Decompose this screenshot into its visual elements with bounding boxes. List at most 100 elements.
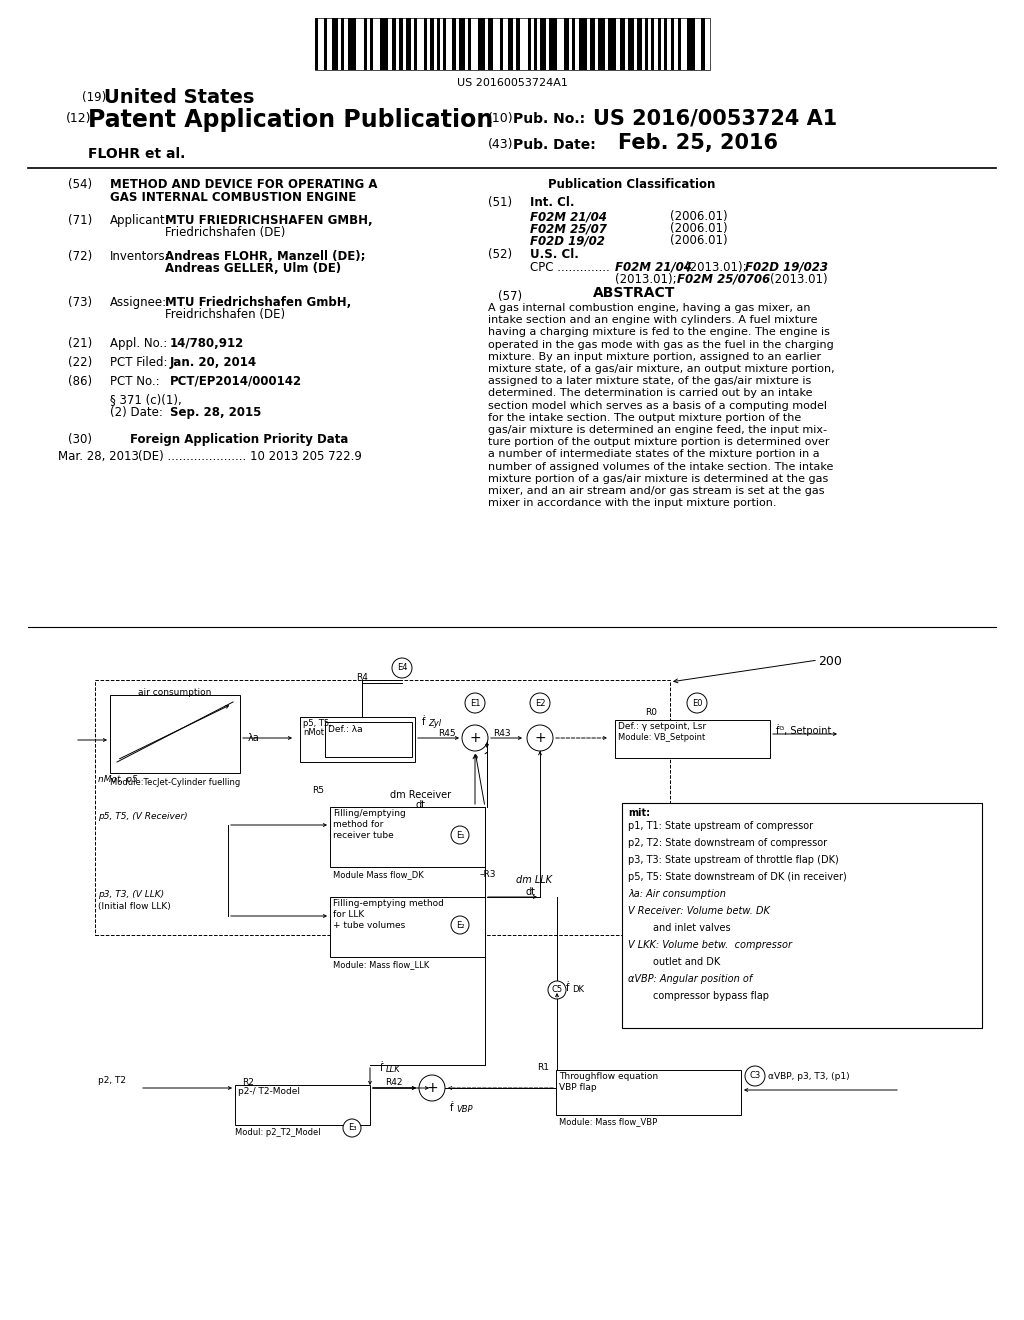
Circle shape: [687, 693, 707, 713]
Text: ḟᴳ, Setpoint: ḟᴳ, Setpoint: [776, 723, 831, 737]
Text: (43): (43): [488, 139, 513, 150]
Text: (54): (54): [68, 178, 92, 191]
Text: E₁: E₁: [456, 830, 464, 840]
Circle shape: [343, 1119, 361, 1137]
Bar: [457, 18, 460, 70]
Text: and inlet valves: and inlet valves: [628, 923, 731, 933]
Text: F02M 21/04: F02M 21/04: [530, 210, 607, 223]
Bar: [460, 18, 465, 70]
Bar: [546, 18, 549, 70]
Text: (2) Date:: (2) Date:: [110, 407, 163, 418]
Bar: [540, 18, 546, 70]
Text: mit:: mit:: [628, 808, 650, 818]
Text: λa: λa: [248, 733, 260, 743]
Circle shape: [465, 693, 485, 713]
Text: Throughflow equation: Throughflow equation: [559, 1072, 658, 1081]
Text: determined. The determination is carried out by an intake: determined. The determination is carried…: [488, 388, 812, 399]
Bar: [348, 18, 356, 70]
Bar: [356, 18, 364, 70]
Text: E₂: E₂: [456, 920, 464, 929]
Bar: [574, 18, 580, 70]
Bar: [370, 18, 373, 70]
Bar: [501, 18, 504, 70]
Text: (72): (72): [68, 249, 92, 263]
Text: receiver tube: receiver tube: [333, 832, 394, 840]
Text: operated in the gas mode with gas as the fuel in the charging: operated in the gas mode with gas as the…: [488, 339, 834, 350]
Bar: [695, 18, 700, 70]
Text: (2006.01): (2006.01): [670, 222, 728, 235]
Text: ture portion of the output mixture portion is determined over: ture portion of the output mixture porti…: [488, 437, 829, 447]
Text: Assignee:: Assignee:: [110, 296, 167, 309]
Bar: [622, 803, 982, 1028]
Text: Def.: λa: Def.: λa: [328, 725, 362, 734]
Circle shape: [462, 725, 488, 751]
Text: Modul: p2_T2_Model: Modul: p2_T2_Model: [234, 1129, 321, 1137]
Text: F02M 25/0706: F02M 25/0706: [677, 273, 770, 286]
Text: E2: E2: [535, 698, 545, 708]
Bar: [621, 18, 625, 70]
Bar: [595, 18, 598, 70]
Bar: [580, 18, 587, 70]
Text: VBP: VBP: [456, 1105, 472, 1114]
Text: DK: DK: [572, 985, 584, 994]
Text: Appl. No.:: Appl. No.:: [110, 337, 167, 350]
Bar: [414, 18, 417, 70]
Bar: [364, 18, 367, 70]
Bar: [590, 18, 595, 70]
Text: Foreign Application Priority Data: Foreign Application Priority Data: [130, 433, 348, 446]
Text: E0: E0: [692, 698, 702, 708]
Bar: [436, 18, 439, 70]
Bar: [485, 18, 488, 70]
Text: Sep. 28, 2015: Sep. 28, 2015: [170, 407, 261, 418]
Bar: [330, 898, 485, 957]
Text: λa: Air consumption: λa: Air consumption: [628, 888, 726, 899]
Text: CPC ..............: CPC ..............: [530, 261, 609, 275]
Bar: [430, 18, 433, 70]
Text: United States: United States: [104, 88, 254, 107]
Text: PCT Filed:: PCT Filed:: [110, 356, 168, 370]
Bar: [315, 18, 318, 70]
Bar: [407, 18, 411, 70]
Bar: [468, 18, 471, 70]
Bar: [452, 18, 457, 70]
Text: ḟ: ḟ: [566, 983, 569, 993]
Text: FLOHR et al.: FLOHR et al.: [88, 147, 185, 161]
Text: dm LLK: dm LLK: [516, 875, 552, 884]
Bar: [637, 18, 642, 70]
Text: method for: method for: [333, 820, 383, 829]
Bar: [653, 18, 658, 70]
Text: dt: dt: [525, 887, 535, 898]
Text: (2013.01);: (2013.01);: [685, 261, 746, 275]
Bar: [471, 18, 477, 70]
Text: intake section and an engine with cylinders. A fuel mixture: intake section and an engine with cylind…: [488, 315, 817, 325]
Text: p5, T5, (V Receiver): p5, T5, (V Receiver): [98, 812, 187, 821]
Text: +: +: [469, 731, 481, 744]
Bar: [442, 18, 445, 70]
Text: Jan. 20, 2014: Jan. 20, 2014: [170, 356, 257, 370]
Text: Friedrichshafen (DE): Friedrichshafen (DE): [165, 226, 286, 239]
Text: αVBP: Angular position of: αVBP: Angular position of: [628, 974, 753, 983]
Text: C5: C5: [552, 986, 562, 994]
Text: PCT/EP2014/000142: PCT/EP2014/000142: [170, 375, 302, 388]
Bar: [110, 696, 240, 774]
Text: (12): (12): [66, 112, 91, 125]
Text: p2-/ T2-Model: p2-/ T2-Model: [238, 1086, 300, 1096]
Text: ḟ: ḟ: [422, 717, 425, 727]
Text: Filling-emptying method: Filling-emptying method: [333, 899, 443, 908]
Circle shape: [527, 725, 553, 751]
Text: MTU Friedrichshafen GmbH,: MTU Friedrichshafen GmbH,: [165, 296, 351, 309]
Text: A gas internal combustion engine, having a gas mixer, an: A gas internal combustion engine, having…: [488, 304, 811, 313]
Bar: [568, 18, 571, 70]
Bar: [608, 18, 615, 70]
Circle shape: [419, 1074, 445, 1101]
Bar: [411, 18, 414, 70]
Bar: [537, 18, 540, 70]
Text: a number of intermediate states of the mixture portion in a: a number of intermediate states of the m…: [488, 449, 819, 459]
Bar: [650, 18, 653, 70]
Text: (2006.01): (2006.01): [670, 234, 728, 247]
Bar: [488, 18, 493, 70]
Text: (19): (19): [82, 91, 106, 104]
Text: gas/air mixture is determined an engine feed, the input mix-: gas/air mixture is determined an engine …: [488, 425, 827, 436]
Text: R45: R45: [438, 729, 456, 738]
Bar: [325, 722, 412, 756]
